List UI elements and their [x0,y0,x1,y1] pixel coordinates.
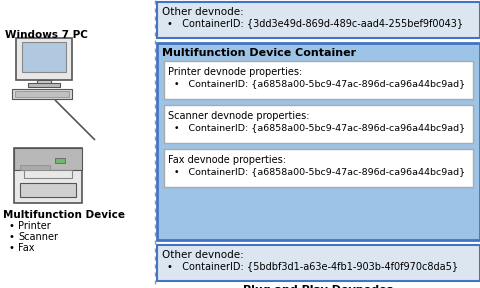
Bar [157,43,480,240]
Bar [16,38,72,80]
Bar [14,148,82,170]
Bar [20,165,50,170]
Bar [164,149,473,187]
Bar [12,89,72,99]
Bar [157,245,480,281]
Text: •: • [8,243,14,253]
Bar [164,105,473,143]
Bar [37,80,51,84]
Bar [24,170,72,178]
Text: Printer devnode properties:: Printer devnode properties: [168,67,302,77]
Text: Other devnode:: Other devnode: [162,7,244,17]
Bar [28,83,60,87]
Bar [157,2,480,38]
Text: Printer: Printer [18,221,51,231]
Text: •   ContainerID: {3dd3e49d-869d-489c-aad4-255bef9f0043}: • ContainerID: {3dd3e49d-869d-489c-aad4-… [167,18,463,28]
Bar [164,61,473,99]
Bar [22,42,66,72]
Text: •: • [8,232,14,242]
Bar [20,183,76,197]
Text: Windows 7 PC: Windows 7 PC [5,30,88,40]
Text: •   ContainerID: {5bdbf3d1-a63e-4fb1-903b-4f0f970c8da5}: • ContainerID: {5bdbf3d1-a63e-4fb1-903b-… [167,261,458,271]
Text: Scanner devnode properties:: Scanner devnode properties: [168,111,310,121]
Text: •: • [8,221,14,231]
Text: Multifunction Device: Multifunction Device [3,210,125,220]
Text: Other devnode:: Other devnode: [162,250,244,260]
Text: Fax devnode properties:: Fax devnode properties: [168,155,286,165]
Bar [15,91,69,97]
Text: Plug and Play Devnodes: Plug and Play Devnodes [243,285,394,288]
Text: •   ContainerID: {a6858a00-5bc9-47ac-896d-ca96a44bc9ad}: • ContainerID: {a6858a00-5bc9-47ac-896d-… [174,123,465,132]
Bar [55,158,65,163]
Text: Multifunction Device Container: Multifunction Device Container [162,48,356,58]
Text: Fax: Fax [18,243,35,253]
Text: Scanner: Scanner [18,232,58,242]
Bar [14,148,82,203]
Text: •   ContainerID: {a6858a00-5bc9-47ac-896d-ca96a44bc9ad}: • ContainerID: {a6858a00-5bc9-47ac-896d-… [174,79,465,88]
Text: •   ContainerID: {a6858a00-5bc9-47ac-896d-ca96a44bc9ad}: • ContainerID: {a6858a00-5bc9-47ac-896d-… [174,167,465,176]
